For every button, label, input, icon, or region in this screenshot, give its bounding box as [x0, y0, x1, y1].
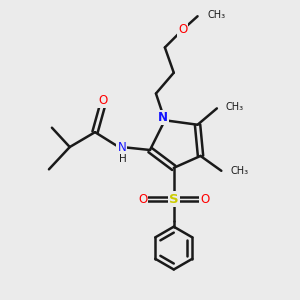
Text: O: O — [138, 193, 147, 206]
Text: S: S — [169, 193, 178, 206]
Text: O: O — [200, 193, 210, 206]
Text: N: N — [158, 111, 168, 124]
Text: CH₃: CH₃ — [208, 10, 226, 20]
Text: CH₃: CH₃ — [230, 166, 248, 176]
Text: O: O — [98, 94, 108, 106]
Text: O: O — [178, 23, 187, 36]
Text: H: H — [119, 154, 127, 164]
Text: CH₃: CH₃ — [226, 102, 244, 112]
Text: N: N — [117, 140, 126, 154]
